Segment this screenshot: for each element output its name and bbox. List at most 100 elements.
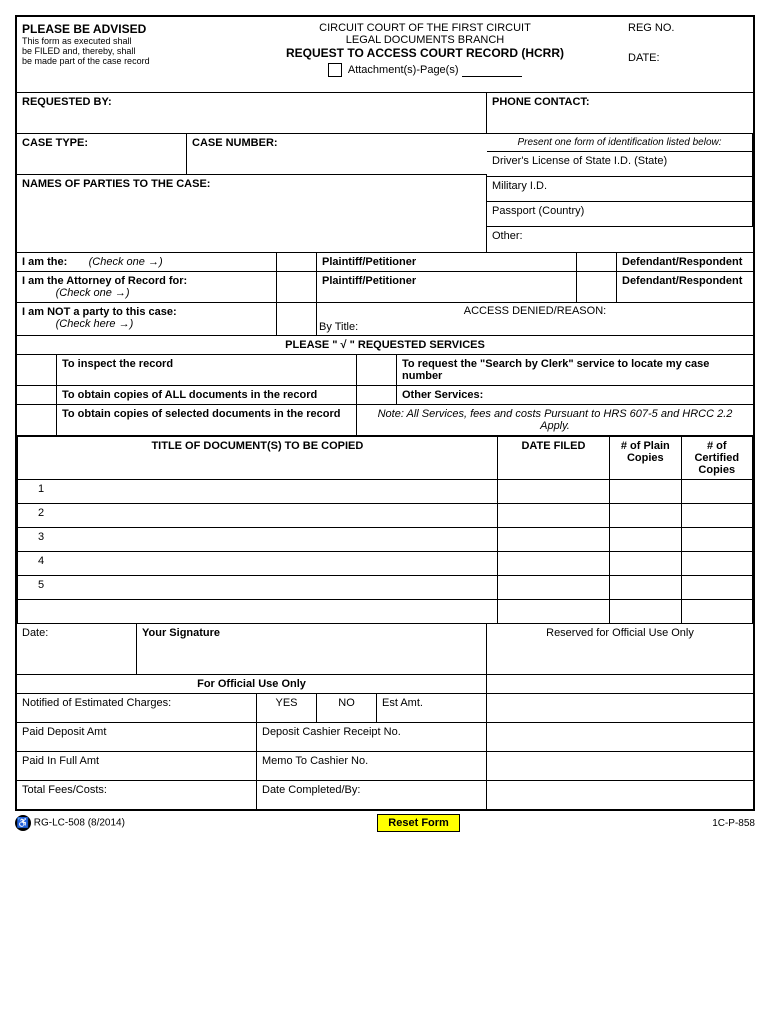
case-number-label: CASE NUMBER:: [187, 134, 487, 174]
requested-phone-row: REQUESTED BY: PHONE CONTACT:: [17, 93, 753, 134]
deposit-receipt-label: Deposit Cashier Receipt No.: [257, 723, 487, 751]
advised-line1: This form as executed shall: [22, 36, 222, 46]
table-row: 4: [18, 552, 753, 576]
service-check-5[interactable]: [17, 405, 57, 435]
attorney-label: I am the Attorney of Record for:: [22, 275, 187, 287]
checkbox-cell-2b[interactable]: [577, 272, 617, 302]
certified-copies-header: # of Certified Copies: [681, 437, 752, 480]
notified-row: Notified of Estimated Charges: YES NO Es…: [17, 694, 753, 723]
reset-form-button[interactable]: Reset Form: [377, 814, 460, 832]
present-id-label: Present one form of identification liste…: [487, 134, 753, 152]
checkbox-cell-3[interactable]: [277, 303, 317, 335]
reserved-cell-2: [487, 723, 753, 751]
by-title-label: By Title:: [317, 319, 753, 335]
services-header-row: PLEASE " √ " REQUESTED SERVICES: [17, 336, 753, 355]
i-am-the-row: I am the: (Check one →) Plaintiff/Petiti…: [17, 252, 753, 272]
services-row-1: To inspect the record To request the "Se…: [17, 355, 753, 386]
memo-cashier-label: Memo To Cashier No.: [257, 752, 487, 780]
attachments-field[interactable]: [462, 65, 522, 77]
reserved-label: Reserved for Official Use Only: [487, 624, 753, 674]
reg-date-block: REG NO. DATE:: [628, 22, 748, 64]
reserved-cell-4: [487, 781, 753, 809]
reg-no-label: REG NO.: [628, 22, 748, 34]
attorney-row: I am the Attorney of Record for: (Check …: [17, 272, 753, 303]
title-header: TITLE OF DOCUMENT(S) TO BE COPIED: [18, 437, 498, 480]
services-header: PLEASE " √ " REQUESTED SERVICES: [17, 336, 753, 354]
official-use-header: For Official Use Only: [17, 675, 487, 693]
table-row: 3: [18, 528, 753, 552]
other-id-label: Other:: [487, 227, 753, 252]
form-code-left: RG-LC-508 (8/2014): [34, 818, 125, 829]
form-code-right: 1C-P-858: [712, 818, 755, 829]
attachments-label: Attachment(s)-Page(s): [348, 64, 459, 76]
paid-deposit-row: Paid Deposit Amt Deposit Cashier Receipt…: [17, 723, 753, 752]
row-num: 3: [18, 528, 498, 552]
inspect-label: To inspect the record: [57, 355, 357, 385]
plain-copies-header: # of Plain Copies: [610, 437, 681, 480]
row-num: 5: [18, 576, 498, 600]
signature-row: Date: Your Signature Reserved for Offici…: [17, 624, 753, 675]
date-filed-header: DATE FILED: [497, 437, 609, 480]
services-row-3: To obtain copies of selected documents i…: [17, 405, 753, 436]
checkbox-cell-1b[interactable]: [577, 253, 617, 271]
defendant-label-2: Defendant/Respondent: [617, 272, 753, 302]
not-party-row: I am NOT a party to this case: (Check he…: [17, 303, 753, 336]
total-fees-label: Total Fees/Costs:: [17, 781, 257, 809]
no-label: NO: [317, 694, 377, 722]
accessibility-icon: ♿: [15, 815, 31, 831]
reserved-cell-1: [487, 694, 753, 722]
advised-block: PLEASE BE ADVISED This form as executed …: [22, 22, 222, 66]
reserved-space: [487, 675, 753, 693]
services-note: Note: All Services, fees and costs Pursu…: [357, 405, 753, 435]
table-row: [18, 600, 753, 624]
search-clerk-label: To request the "Search by Clerk" service…: [397, 355, 753, 385]
plaintiff-label-1: Plaintiff/Petitioner: [317, 253, 577, 271]
service-check-4[interactable]: [357, 386, 397, 404]
service-check-3[interactable]: [17, 386, 57, 404]
table-row: 1: [18, 480, 753, 504]
other-services-label: Other Services:: [397, 386, 753, 404]
paid-full-row: Paid In Full Amt Memo To Cashier No.: [17, 752, 753, 781]
checkbox-cell-1a[interactable]: [277, 253, 317, 271]
plaintiff-label-2: Plaintiff/Petitioner: [317, 272, 577, 302]
defendant-label-1: Defendant/Respondent: [617, 253, 753, 271]
notified-label: Notified of Estimated Charges:: [17, 694, 257, 722]
check-one-1: (Check one →): [89, 256, 163, 268]
documents-table: TITLE OF DOCUMENT(S) TO BE COPIED DATE F…: [17, 436, 753, 624]
service-check-1[interactable]: [17, 355, 57, 385]
row-num: 4: [18, 552, 498, 576]
service-check-2[interactable]: [357, 355, 397, 385]
official-use-header-row: For Official Use Only: [17, 675, 753, 694]
paid-deposit-label: Paid Deposit Amt: [17, 723, 257, 751]
requested-by-label: REQUESTED BY:: [17, 93, 487, 133]
row-num: 1: [18, 480, 498, 504]
i-am-the-label: I am the:: [22, 256, 67, 268]
check-one-2: (Check one →): [56, 287, 130, 299]
advised-title: PLEASE BE ADVISED: [22, 22, 222, 36]
paid-full-label: Paid In Full Amt: [17, 752, 257, 780]
attachments-checkbox[interactable]: [328, 63, 342, 77]
services-row-2: To obtain copies of ALL documents in the…: [17, 386, 753, 405]
date-label: DATE:: [628, 52, 748, 64]
passport-label: Passport (Country): [487, 202, 753, 227]
form-container: PLEASE BE ADVISED This form as executed …: [15, 15, 755, 811]
military-id-label: Military I.D.: [487, 177, 753, 202]
reserved-cell-3: [487, 752, 753, 780]
copies-selected-label: To obtain copies of selected documents i…: [57, 405, 357, 435]
case-type-label: CASE TYPE:: [17, 134, 187, 174]
est-amt-label: Est Amt.: [377, 694, 487, 722]
footer: ♿ RG-LC-508 (8/2014) Reset Form 1C-P-858: [15, 811, 755, 835]
advised-line2: be FILED and, thereby, shall: [22, 46, 222, 56]
date-completed-label: Date Completed/By:: [257, 781, 487, 809]
table-row: 5: [18, 576, 753, 600]
access-denied-label: ACCESS DENIED/REASON:: [317, 303, 753, 319]
date-sig-label: Date:: [17, 624, 137, 674]
names-parties-label: NAMES OF PARTIES TO THE CASE:: [17, 175, 487, 252]
total-fees-row: Total Fees/Costs: Date Completed/By:: [17, 781, 753, 809]
signature-label: Your Signature: [137, 624, 487, 674]
not-party-label: I am NOT a party to this case:: [22, 306, 177, 318]
case-id-row: CASE TYPE: CASE NUMBER: NAMES OF PARTIES…: [17, 134, 753, 252]
check-here-label: (Check here →): [56, 318, 134, 330]
checkbox-cell-2a[interactable]: [277, 272, 317, 302]
copies-all-label: To obtain copies of ALL documents in the…: [57, 386, 357, 404]
